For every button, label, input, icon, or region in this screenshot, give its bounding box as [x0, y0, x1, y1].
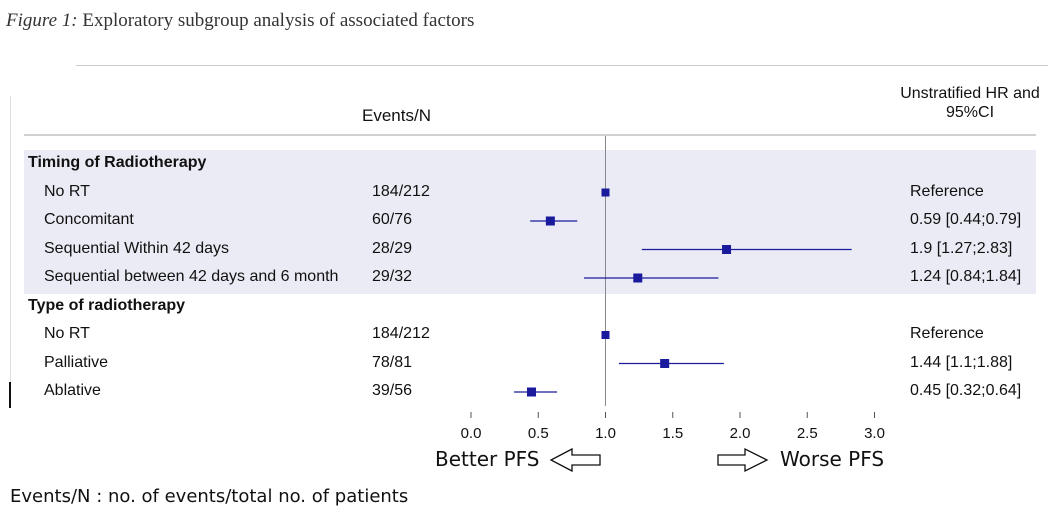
row-label: No RT — [44, 182, 90, 200]
header-rule — [24, 134, 1036, 136]
right-arrow-icon — [717, 447, 769, 473]
hr-marker — [722, 245, 732, 254]
group-band-timing — [24, 150, 1036, 294]
row-hr-text: Reference — [910, 325, 984, 342]
hr-marker — [527, 387, 537, 397]
row-hr-text: 1.24 [0.84;1.84] — [910, 268, 1022, 285]
group-header: Type of radiotherapy — [28, 296, 186, 314]
row-label: No RT — [44, 325, 90, 342]
hr-marker — [601, 331, 610, 339]
row-label: Ablative — [44, 382, 101, 399]
better-pfs-label: Better PFS — [435, 447, 540, 471]
row-hr-text: Reference — [910, 182, 984, 200]
x-tick-label: 3.0 — [864, 425, 885, 442]
x-tick-label: 1.5 — [662, 425, 683, 442]
frame-top-rule — [76, 65, 1048, 66]
figure-title: Exploratory subgroup analysis of associa… — [77, 10, 475, 31]
left-edge-mark — [9, 382, 11, 408]
row-hr-text: 0.59 [0.44;0.79] — [910, 211, 1022, 228]
left-arrow-icon — [549, 447, 601, 473]
row-events: 28/29 — [372, 239, 413, 257]
hr-column-header: Unstratified HR and 95%CI — [900, 85, 1040, 121]
row-events: 29/32 — [372, 268, 413, 285]
hr-marker — [545, 216, 555, 226]
hr-marker — [601, 188, 610, 197]
figure-label: Figure 1: — [6, 10, 78, 31]
x-tick-label: 2.5 — [797, 425, 818, 442]
row-label: Sequential between 42 days and 6 month — [44, 268, 339, 285]
row-label: Sequential Within 42 days — [44, 239, 229, 257]
row-events: 184/212 — [372, 325, 430, 342]
hr-marker — [660, 359, 670, 368]
row-label: Concomitant — [44, 211, 134, 228]
events-column-header: Events/N — [362, 106, 431, 125]
row-events: 60/76 — [372, 211, 413, 228]
x-tick-label: 2.0 — [730, 425, 751, 442]
row-hr-text: 1.44 [1.1;1.88] — [910, 353, 1013, 371]
row-events: 78/81 — [372, 353, 413, 371]
row-hr-text: 1.9 [1.27;2.83] — [910, 239, 1013, 257]
x-tick-label: 1.0 — [595, 425, 616, 442]
row-events: 39/56 — [372, 382, 413, 399]
x-tick-label: 0.5 — [528, 425, 549, 442]
row-events: 184/212 — [372, 182, 430, 200]
x-tick-label: 0.0 — [461, 425, 482, 442]
footnote: Events/N : no. of events/total no. of pa… — [10, 486, 409, 507]
frame-left-rule — [10, 96, 11, 406]
group-header: Timing of Radiotherapy — [28, 154, 207, 171]
figure-caption: Figure 1: Exploratory subgroup analysis … — [6, 10, 474, 32]
row-label: Palliative — [44, 353, 109, 371]
hr-marker — [633, 273, 643, 283]
worse-pfs-label: Worse PFS — [780, 447, 885, 471]
row-hr-text: 0.45 [0.32;0.64] — [910, 382, 1022, 399]
